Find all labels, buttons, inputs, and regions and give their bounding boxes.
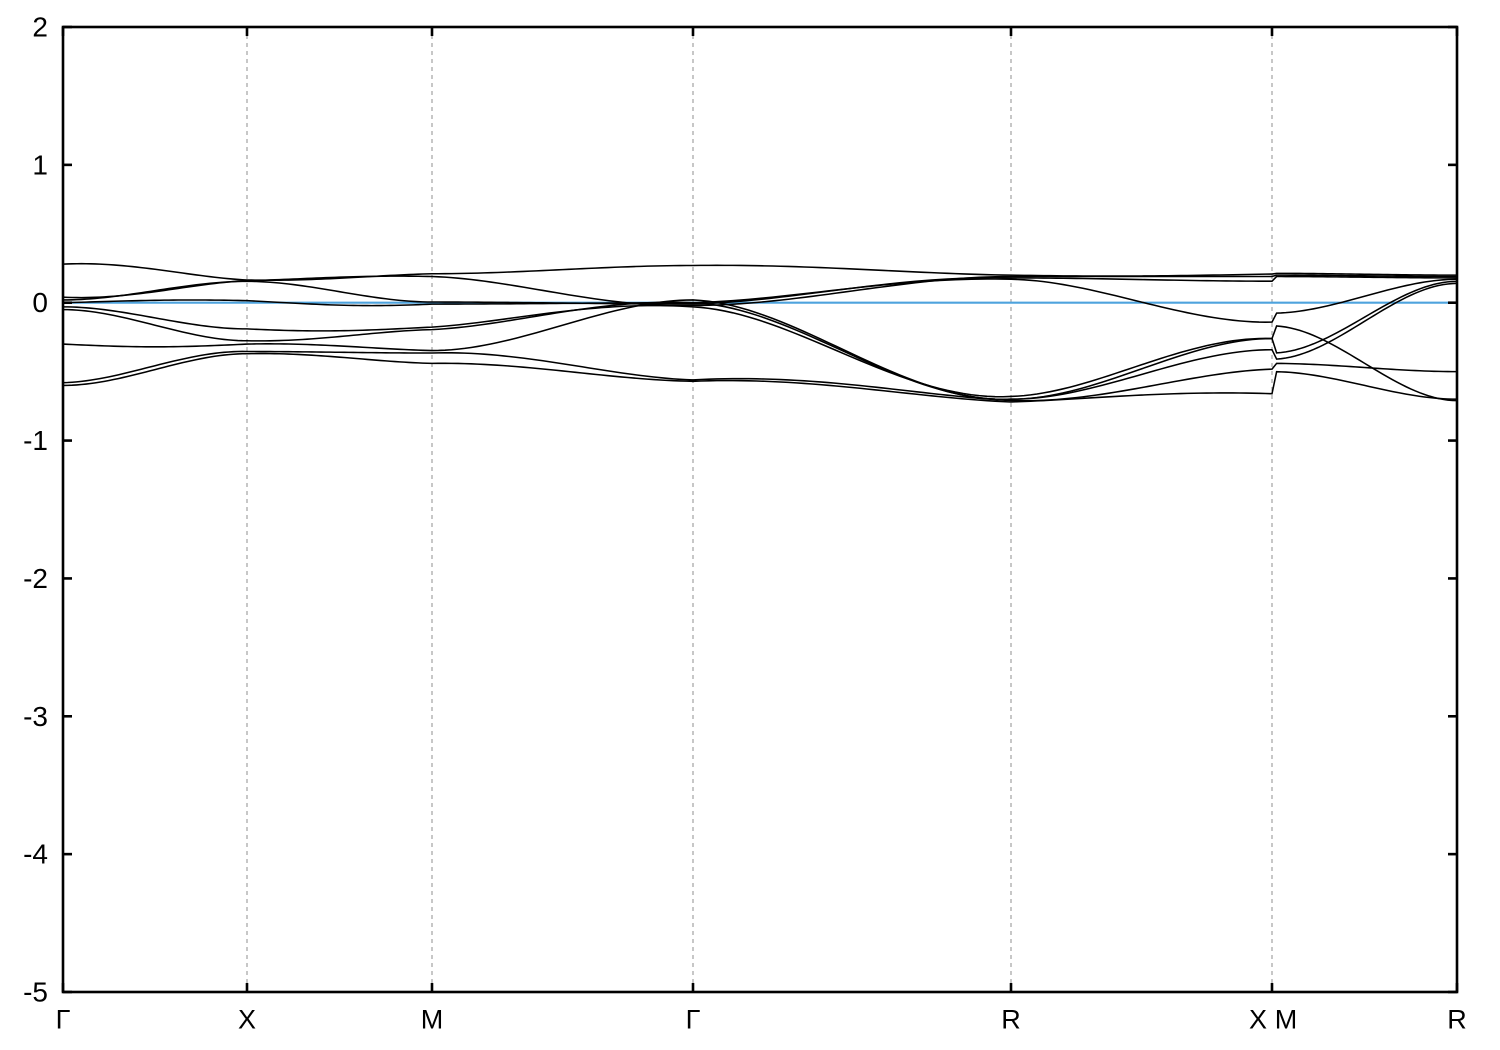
svg-text:Γ: Γ [686,1005,701,1035]
svg-text:X: X [238,1005,256,1035]
svg-text:2: 2 [32,12,48,43]
svg-text:1: 1 [32,149,48,180]
svg-text:M: M [421,1005,444,1035]
svg-text:-1: -1 [23,425,48,456]
svg-text:-3: -3 [23,701,48,732]
svg-text:X: X [1249,1005,1267,1035]
svg-text:-5: -5 [23,977,48,1008]
svg-text:-4: -4 [23,839,48,870]
svg-text:M: M [1275,1005,1298,1035]
svg-text:-2: -2 [23,563,48,594]
svg-text:0: 0 [32,287,48,318]
svg-text:R: R [1001,1005,1021,1035]
svg-text:R: R [1447,1005,1467,1035]
svg-text:Γ: Γ [56,1005,71,1035]
